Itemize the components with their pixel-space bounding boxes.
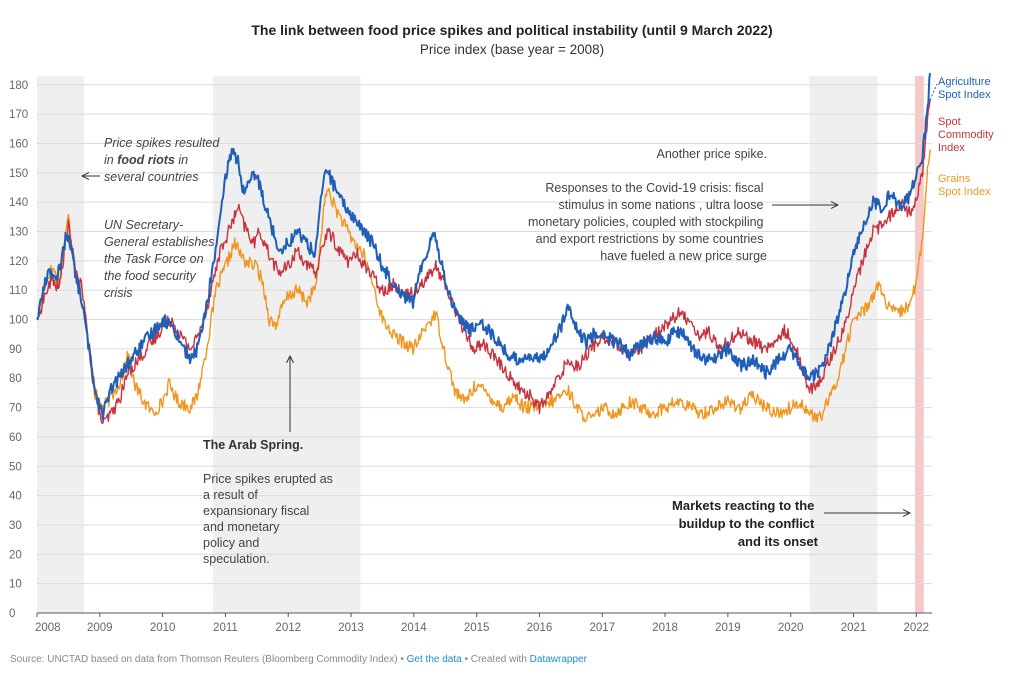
legend-label-2: Grains Spot Index (938, 173, 991, 198)
y-tick-label: 170 (9, 109, 28, 121)
legend-label-line: Grains (938, 173, 971, 185)
legend-label-line: Spot Index (938, 89, 991, 101)
y-tick-label: 70 (9, 403, 22, 415)
covid-line-5: have fueled a new price surge (600, 249, 767, 263)
x-tick-label: 2020 (778, 622, 804, 634)
covid-line-4: and export restrictions by some countrie… (536, 232, 764, 246)
y-tick-label: 30 (9, 520, 22, 532)
y-tick-label: 180 (9, 80, 28, 92)
arab-line-2: a result of (203, 488, 258, 502)
legend-label-line: Commodity (938, 129, 994, 141)
arab-line-1: Price spikes erupted as (203, 472, 333, 486)
x-tick-label: 2008 (35, 622, 61, 634)
x-tick-label: 2016 (527, 622, 553, 634)
y-tick-label: 130 (9, 227, 28, 239)
y-tick-label: 90 (9, 344, 22, 356)
datawrapper-link[interactable]: Datawrapper (529, 654, 587, 665)
x-tick-label: 2021 (841, 622, 867, 634)
x-tick-label: 2011 (213, 622, 238, 634)
x-tick-label: 2010 (150, 622, 176, 634)
get-data-link[interactable]: Get the data (406, 654, 462, 665)
legend-connector (929, 83, 938, 101)
x-tick-label: 2012 (275, 622, 301, 634)
arab-line-5: policy and (203, 536, 259, 550)
un-line-5: crisis (104, 286, 132, 300)
covid-line-3: monetary policies, coupled with stockpil… (528, 215, 764, 229)
y-tick-label: 140 (9, 197, 28, 209)
series-line-2 (36, 72, 932, 421)
markets-line-2: buildup to the conflict (679, 516, 815, 531)
x-tick-label: 2013 (338, 622, 364, 634)
x-tick-label: 2017 (589, 622, 615, 634)
markets-line-1: Markets reacting to the (672, 498, 814, 513)
markets-line-3: and its onset (738, 534, 819, 549)
price-index-chart: 0 10 20 30 40 50 60 70 80 90 100 110 120 130 140 150 160… (9, 72, 994, 634)
annotation-covid: Responses to the Covid-19 crisis: fiscal… (528, 181, 767, 263)
covid-line-2: stimulus in some nations , ultra loose (559, 198, 764, 212)
y-tick-label: 150 (9, 168, 28, 180)
x-tick-label: 2018 (652, 622, 678, 634)
food-riots-line2-pre: in (104, 153, 117, 167)
annotation-food-riots: Price spikes resulted in food riots in s… (104, 136, 223, 184)
chart-title: The link between food price spikes and p… (251, 22, 773, 38)
x-tick-label: 2022 (904, 622, 930, 634)
un-line-1: UN Secretary- (104, 218, 183, 232)
annotation-un-taskforce: UN Secretary- General establishes the Ta… (104, 218, 218, 300)
series-line-0 (36, 149, 931, 423)
source-text: Source: UNCTAD based on data from Thomso… (10, 654, 398, 665)
legend-label-line: Spot Index (938, 186, 991, 198)
y-tick-label: 10 (9, 579, 22, 591)
arab-line-4: and monetary (203, 520, 280, 534)
x-tick-label: 2015 (464, 622, 490, 634)
legend-label-0: Agriculture Spot Index (938, 76, 991, 101)
y-tick-label: 20 (9, 549, 22, 561)
y-tick-label: 100 (9, 315, 28, 327)
un-line-2: General establishes (104, 235, 214, 249)
food-riots-line2-post: in (175, 153, 188, 167)
arab-spring-title: The Arab Spring. (203, 438, 303, 452)
un-line-4: the food security (104, 269, 196, 283)
y-tick-label: 120 (9, 256, 28, 268)
legend-label-line: Spot (938, 116, 961, 128)
x-tick-label: 2009 (87, 622, 113, 634)
chart-subtitle: Price index (base year = 2008) (419, 42, 605, 57)
source-footer: Source: UNCTAD based on data from Thomso… (10, 654, 587, 665)
y-tick-label: 110 (9, 285, 27, 297)
y-tick-label: 0 (9, 608, 15, 620)
y-tick-label: 40 (9, 491, 22, 503)
footer-separator-2: • Created with (461, 654, 530, 665)
x-tick-label: 2014 (401, 622, 427, 634)
legend-label-line: Agriculture (938, 76, 991, 88)
shaded-period-0 (37, 76, 85, 613)
arab-line-3: expansionary fiscal (203, 504, 309, 518)
annotation-another-spike: Another price spike. (657, 147, 767, 161)
annotation-arab-spring: Price spikes erupted as a result of expa… (203, 472, 336, 566)
arab-line-6: speculation. (203, 552, 270, 566)
y-tick-label: 160 (9, 138, 28, 150)
food-riots-line3: several countries (104, 170, 199, 184)
footer-separator-1: • (397, 654, 407, 665)
shaded-period-3 (915, 76, 924, 613)
covid-line-1: Responses to the Covid-19 crisis: fiscal (545, 181, 763, 195)
shaded-period-2 (809, 76, 878, 613)
un-line-3: the Task Force on (104, 252, 204, 266)
food-riots-line2-bold: food riots (117, 153, 175, 167)
shaded-period-1 (212, 76, 361, 613)
y-tick-label: 50 (9, 461, 22, 473)
y-tick-label: 60 (9, 432, 22, 444)
x-tick-label: 2019 (715, 622, 741, 634)
legend-label-1: Spot Commodity Index (938, 116, 994, 154)
y-tick-label: 80 (9, 373, 22, 385)
annotation-markets: Markets reacting to the buildup to the c… (672, 498, 819, 549)
food-riots-line1: Price spikes resulted (104, 136, 220, 150)
legend-label-line: Index (938, 142, 965, 154)
